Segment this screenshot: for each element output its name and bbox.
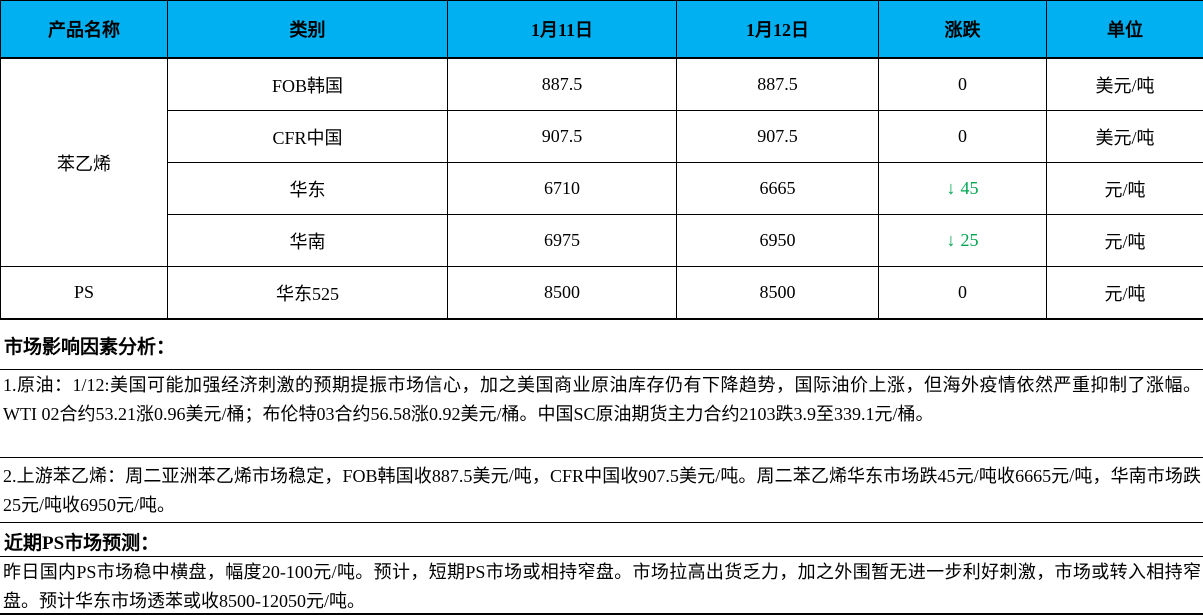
analysis-paragraph-crude-oil: 1.原油：1/12:美国可能加强经济刺激的预期提振市场信心，加之美国商业原油库存…	[0, 370, 1203, 458]
cell-unit: 美元/吨	[1046, 110, 1203, 163]
cell-change-value: ↓ 25	[878, 214, 1047, 267]
col-header-category: 类别	[167, 0, 448, 59]
cell-category: CFR中国	[167, 110, 448, 163]
cell-day1-value: 887.5	[447, 57, 677, 111]
forecast-paragraph: 昨日国内PS市场稳中横盘，幅度20-100元/吨。预计，短期PS市场或相持窄盘。…	[0, 557, 1203, 615]
cell-day1-value: 907.5	[447, 110, 677, 163]
cell-category: 华东	[167, 162, 448, 215]
cell-unit: 元/吨	[1046, 266, 1203, 320]
table-row: CFR中国 907.5 907.5 0 美元/吨	[1, 110, 1203, 163]
cell-day2-value: 907.5	[676, 110, 879, 163]
cell-day2-value: 6665	[676, 162, 879, 215]
col-header-product-name: 产品名称	[0, 0, 168, 59]
col-header-jan-11: 1月11日	[447, 0, 677, 59]
change-amount: 25	[960, 230, 979, 250]
cell-change-value: 0	[878, 266, 1047, 320]
change-amount: 45	[960, 178, 979, 198]
col-header-unit: 单位	[1046, 0, 1203, 59]
cell-day2-value: 887.5	[676, 57, 879, 111]
col-header-jan-12: 1月12日	[676, 0, 879, 59]
down-arrow-icon: ↓	[946, 230, 956, 250]
analysis-section-title: 市场影响因素分析：	[0, 320, 1203, 370]
cell-day2-value: 6950	[676, 214, 879, 267]
table-row: 华南 6975 6950 ↓ 25 元/吨	[1, 214, 1203, 267]
cell-unit: 元/吨	[1046, 214, 1203, 267]
cell-unit: 美元/吨	[1046, 57, 1203, 111]
cell-day1-value: 6975	[447, 214, 677, 267]
cell-day2-value: 8500	[676, 266, 879, 320]
table-row: 华东 6710 6665 ↓ 45 元/吨	[1, 162, 1203, 215]
analysis-paragraph-upstream-styrene: 2.上游苯乙烯：周二亚洲苯乙烯市场稳定，FOB韩国收887.5美元/吨，CFR中…	[0, 458, 1203, 523]
cell-unit: 元/吨	[1046, 162, 1203, 215]
price-table: 产品名称 类别 1月11日 1月12日 涨跌 单位 苯乙烯 FOB韩国 887.…	[0, 0, 1203, 320]
header-row: 产品名称 类别 1月11日 1月12日 涨跌 单位	[0, 0, 1203, 59]
cell-product-ps: PS	[0, 266, 168, 320]
cell-day1-value: 8500	[447, 266, 677, 320]
cell-day1-value: 6710	[447, 162, 677, 215]
cell-change-value: 0	[878, 110, 1047, 163]
cell-product-styrene: 苯乙烯	[0, 57, 168, 267]
col-header-change: 涨跌	[878, 0, 1047, 59]
forecast-section-title: 近期PS市场预测：	[0, 523, 1203, 557]
cell-category: 华南	[167, 214, 448, 267]
table-row: PS 华东525 8500 8500 0 元/吨	[0, 266, 1203, 320]
cell-change-value: ↓ 45	[878, 162, 1047, 215]
cell-category: FOB韩国	[167, 57, 448, 111]
cell-change-value: 0	[878, 57, 1047, 111]
cell-category: 华东525	[167, 266, 448, 320]
table-row: 苯乙烯 FOB韩国 887.5 887.5 0 美元/吨	[0, 57, 1203, 267]
down-arrow-icon: ↓	[946, 178, 956, 198]
